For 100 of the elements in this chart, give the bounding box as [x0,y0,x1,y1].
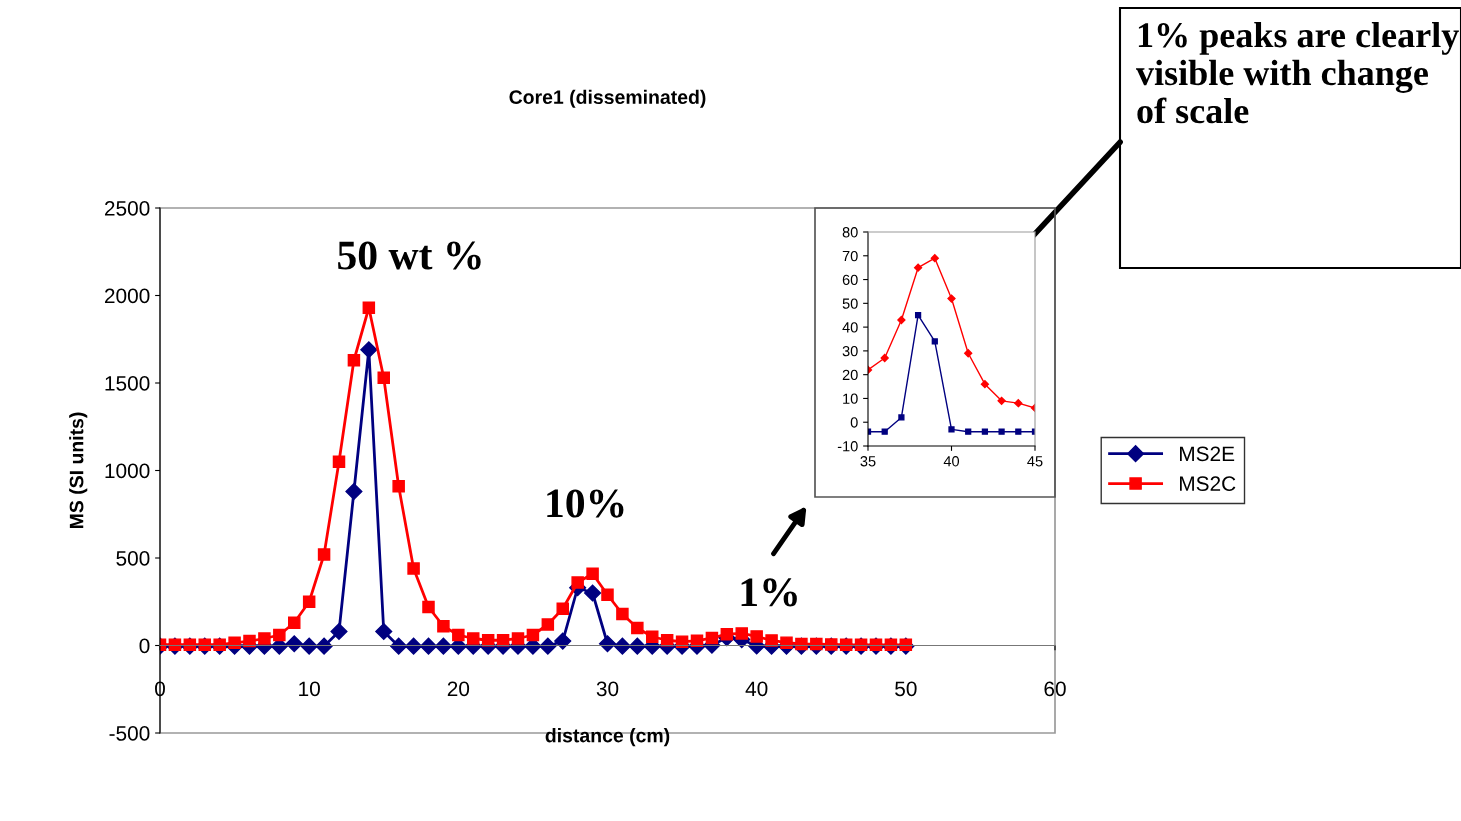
point [434,637,452,655]
point [930,254,939,263]
point [300,637,318,655]
point [660,633,674,647]
point [613,637,631,655]
point [880,353,889,363]
point [392,479,405,493]
point [913,263,923,272]
point [377,371,391,385]
point [168,638,182,651]
point [332,455,346,469]
point [571,576,584,589]
y-tick-label: 2500 [104,201,150,216]
point [824,638,838,651]
point [931,338,938,345]
point [601,588,614,602]
x-tick-label: 50 [895,681,917,697]
point [285,635,303,653]
point [1015,428,1022,435]
annotation: 50 wt % [338,241,481,270]
point [554,632,572,650]
point [258,632,271,645]
y-tick-label: 0 [850,417,858,428]
point [228,636,241,650]
x-tick-label: 20 [447,681,470,697]
point [645,630,659,644]
point [981,428,989,435]
y-tick-label: 40 [842,322,858,333]
point [437,619,450,633]
point [795,637,808,651]
point [947,294,956,303]
point [419,637,438,655]
point [362,301,376,315]
point [705,631,719,645]
x-axis-title: distance (cm) [545,728,670,747]
y-tick-label: -500 [109,726,150,741]
point [584,584,602,602]
point [948,426,955,433]
point [616,607,629,621]
point [735,627,749,640]
legend-label: MS2E [1180,446,1235,462]
point [526,628,540,642]
point [898,414,905,421]
y-tick-label: 10 [843,393,858,404]
y-tick-label: 80 [842,227,858,238]
chart-title: Core1 (disseminated) [509,89,706,108]
point [302,595,316,609]
point [390,637,408,655]
point [405,637,423,655]
x-tick-label: 30 [596,681,619,697]
point [965,428,972,435]
point [750,630,763,643]
y-tick-label: 2000 [104,288,150,304]
x-tick-label: 40 [745,681,768,697]
point [675,635,689,648]
y-tick-label: -10 [837,441,858,452]
y-tick-label: 0 [139,638,150,654]
point [511,632,525,645]
y-tick-label: 20 [842,369,858,381]
point [897,315,906,325]
x-tick-label: 35 [860,456,876,467]
point [183,638,197,651]
annotation: 1% [741,578,797,607]
point [598,635,617,653]
y-tick-label: 1000 [105,463,150,479]
point [765,634,778,647]
point [780,636,793,649]
point [810,637,823,651]
y-axis-title: MS (SI units) [69,412,88,529]
text: 1% peaks are clearly visible with change of scale [1136,22,1459,124]
point [243,634,256,648]
point [998,428,1005,435]
point [273,628,286,642]
point [347,353,361,367]
point [496,633,510,647]
annotation: 10% [547,489,624,518]
x-tick-label: 60 [1044,681,1066,697]
y-tick-label: 500 [116,551,150,566]
point [330,622,348,641]
point [375,622,393,641]
point [980,380,990,389]
point [1014,399,1023,408]
y-tick-label: 1500 [105,376,150,391]
y-tick-label: 70 [842,250,858,262]
point [964,349,973,358]
point [466,632,480,645]
x-tick-label: 10 [299,681,320,697]
x-tick-label: 45 [1027,456,1043,467]
point [541,618,555,631]
legend-label: MS2C [1180,476,1236,492]
point [360,341,378,359]
y-tick-label: 60 [842,274,858,285]
point [345,482,363,501]
y-tick-label: 50 [842,298,858,309]
point [631,621,644,635]
point [481,633,495,647]
point [997,396,1006,405]
point [422,600,435,614]
point [914,312,922,319]
point [720,627,734,641]
